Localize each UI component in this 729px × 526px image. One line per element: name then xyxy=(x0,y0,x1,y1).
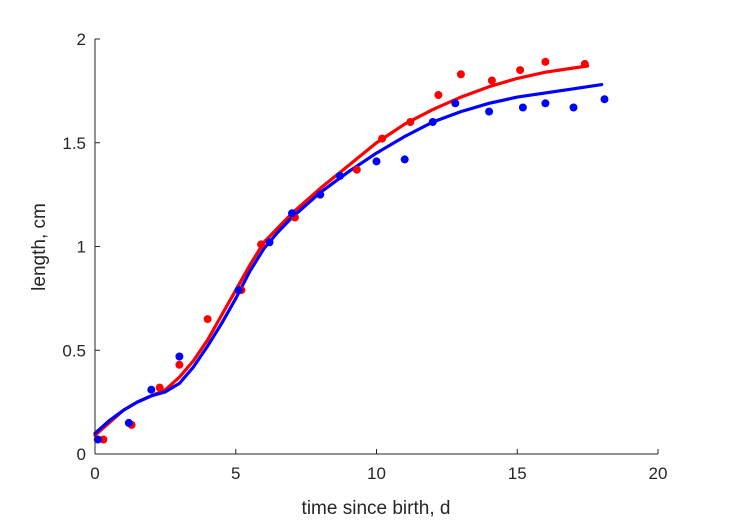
data-point-series-2 xyxy=(288,209,296,218)
data-point-series-2 xyxy=(600,95,609,104)
y-tick-label: 1 xyxy=(77,238,86,257)
data-point-series-1 xyxy=(406,118,415,126)
data-point-series-2 xyxy=(234,286,243,295)
data-point-series-1 xyxy=(580,59,589,68)
y-tick-label: 2 xyxy=(77,30,86,49)
data-point-series-2 xyxy=(93,435,102,444)
data-point-series-2 xyxy=(147,385,156,394)
data-point-series-2 xyxy=(428,118,437,126)
x-tick-label: 10 xyxy=(367,464,386,483)
data-point-series-2 xyxy=(124,418,133,427)
data-point-series-1 xyxy=(257,240,266,249)
data-point-series-1 xyxy=(456,70,465,79)
plot-area xyxy=(93,57,609,444)
x-tick-label: 20 xyxy=(649,464,668,483)
data-point-series-2 xyxy=(175,352,184,361)
x-tick-label: 0 xyxy=(90,464,99,483)
data-point-series-1 xyxy=(541,57,550,66)
x-tick-label: 5 xyxy=(231,464,240,483)
axes: 0 5 10 15 20 0 0.5 1 1.5 2 xyxy=(62,30,667,483)
y-tick-label: 0.5 xyxy=(62,341,86,360)
x-tick-label: 15 xyxy=(508,464,527,483)
y-tick-label: 0 xyxy=(77,445,86,464)
data-point-series-1 xyxy=(516,66,525,75)
data-point-series-1 xyxy=(155,383,164,392)
data-point-series-1 xyxy=(203,315,212,324)
x-axis-title: time since birth, d xyxy=(302,498,451,519)
y-tick-label: 1.5 xyxy=(62,134,86,153)
fit-line-series-2 xyxy=(93,83,604,435)
data-point-series-1 xyxy=(99,435,108,444)
data-point-series-2 xyxy=(335,171,344,180)
data-point-series-2 xyxy=(541,99,550,108)
data-point-series-2 xyxy=(400,155,409,164)
data-point-series-2 xyxy=(451,99,460,108)
data-point-series-2 xyxy=(569,103,578,112)
fit-line-series-1 xyxy=(93,64,590,437)
data-point-series-2 xyxy=(485,107,494,116)
data-point-series-1 xyxy=(378,134,387,143)
data-point-series-1 xyxy=(434,91,443,99)
data-point-series-2 xyxy=(372,157,381,166)
data-point-series-1 xyxy=(487,76,496,85)
data-point-series-2 xyxy=(265,238,274,247)
data-point-series-2 xyxy=(518,103,527,112)
data-point-series-1 xyxy=(175,360,184,369)
y-axis-title: length, cm xyxy=(29,203,50,291)
data-point-series-1 xyxy=(352,165,361,174)
data-point-series-2 xyxy=(316,190,325,199)
